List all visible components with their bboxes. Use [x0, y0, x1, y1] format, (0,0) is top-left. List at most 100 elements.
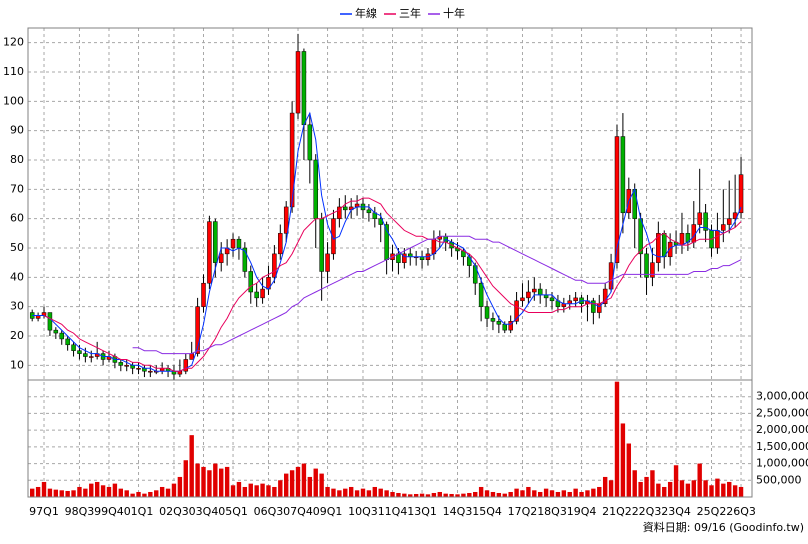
- volume-bar: [549, 490, 555, 497]
- candle-body: [118, 362, 124, 366]
- candle-body: [319, 218, 324, 272]
- volume-bar: [496, 492, 502, 497]
- volume-bar: [360, 488, 366, 497]
- candle-body: [260, 288, 265, 299]
- candle-body: [514, 300, 519, 322]
- candle-body: [89, 356, 94, 358]
- candle-body: [189, 353, 194, 360]
- x-tick-label: 06Q3: [254, 505, 284, 518]
- candle-body: [549, 297, 555, 302]
- volume-bar: [579, 491, 584, 497]
- y-tick-label: 50: [10, 241, 24, 254]
- candle-body: [313, 159, 318, 219]
- volume-bar: [30, 488, 35, 497]
- x-tick-label: 19Q4: [567, 505, 597, 518]
- volume-bar: [319, 473, 324, 497]
- candle-body: [53, 329, 59, 334]
- volume-bar: [585, 490, 590, 497]
- volume-bar: [709, 485, 714, 497]
- volume-bar: [284, 473, 289, 497]
- candle-body: [715, 230, 720, 249]
- x-tick-label: 97Q1: [29, 505, 59, 518]
- volume-bar: [201, 466, 206, 497]
- volume-bar: [703, 480, 708, 497]
- candle-body: [520, 297, 525, 302]
- volume-bar: [224, 466, 230, 497]
- candle-body: [691, 224, 697, 243]
- volume-bar: [697, 463, 702, 497]
- volume-bar: [236, 481, 242, 497]
- candle-body: [697, 212, 702, 225]
- volume-bar: [567, 491, 572, 497]
- candle-body: [59, 332, 64, 340]
- volume-bar: [124, 490, 129, 497]
- volume-bar: [272, 486, 277, 497]
- volume-bar: [626, 443, 632, 497]
- candle-body: [207, 221, 212, 284]
- volume-bar: [195, 463, 200, 497]
- volume-bar: [484, 490, 490, 497]
- candle-body: [620, 136, 626, 214]
- volume-bar: [526, 486, 531, 497]
- volume-bar: [650, 470, 655, 497]
- candle-body: [218, 253, 224, 263]
- candle-body: [726, 218, 732, 225]
- volume-bar: [77, 486, 82, 497]
- candle-body: [83, 353, 88, 357]
- volume-bar: [478, 486, 484, 497]
- volume-bar: [148, 491, 153, 497]
- volume-bar: [620, 423, 626, 497]
- volume-bar: [473, 491, 478, 497]
- x-tick-label: 15Q4: [472, 505, 502, 518]
- volume-bar: [378, 488, 383, 497]
- footer: 資料日期: 09/16 (Goodinfo.tw): [643, 520, 804, 534]
- volume-bar: [337, 490, 342, 497]
- volume-bar: [591, 488, 596, 497]
- volume-bar: [721, 483, 726, 497]
- candle-body: [396, 253, 401, 263]
- mark-layer: [29, 33, 744, 497]
- volume-bar: [614, 381, 620, 497]
- volume-bar: [171, 483, 177, 497]
- volume-bar: [532, 490, 537, 497]
- ma-line: [32, 111, 742, 372]
- candle-body: [331, 218, 336, 255]
- y-tick-label: 110: [3, 65, 24, 78]
- volume-bar: [667, 481, 673, 497]
- y2-tick-label: 1,000,000: [756, 457, 808, 470]
- y2-tick-label: 3,000,000: [756, 390, 808, 403]
- volume-bar: [602, 476, 608, 497]
- y-tick-label: 80: [10, 153, 24, 166]
- volume-bar: [136, 491, 141, 497]
- volume-bar: [685, 483, 691, 497]
- candle-body: [295, 51, 301, 114]
- volume-bar: [673, 465, 679, 497]
- candle-body: [661, 233, 667, 258]
- volume-bar: [691, 480, 696, 497]
- volume-bar: [467, 492, 472, 497]
- candle-body: [366, 209, 372, 214]
- x-tick-label: 23Q4: [661, 505, 691, 518]
- y-tick-label: 10: [10, 358, 24, 371]
- x-tick-label: 10Q3: [348, 505, 378, 518]
- candle-body: [236, 238, 242, 249]
- volume-bar: [260, 483, 265, 497]
- volume-bar: [538, 491, 543, 497]
- y2-tick-label: 500,000: [756, 473, 802, 486]
- candle-body: [632, 189, 637, 219]
- volume-bar: [266, 485, 271, 497]
- volume-bar: [520, 490, 525, 497]
- candle-body: [307, 124, 313, 161]
- candle-body: [526, 291, 531, 299]
- volume-bar: [732, 485, 738, 497]
- volume-bar: [514, 488, 519, 497]
- candle-body: [213, 221, 218, 263]
- candle-body: [201, 282, 206, 307]
- volume-bar: [738, 486, 744, 497]
- candle-body: [573, 297, 578, 302]
- volume-bar: [508, 491, 513, 497]
- volume-bar: [449, 493, 454, 497]
- y-tick-label: 90: [10, 124, 24, 137]
- y-tick-label: 70: [10, 182, 24, 195]
